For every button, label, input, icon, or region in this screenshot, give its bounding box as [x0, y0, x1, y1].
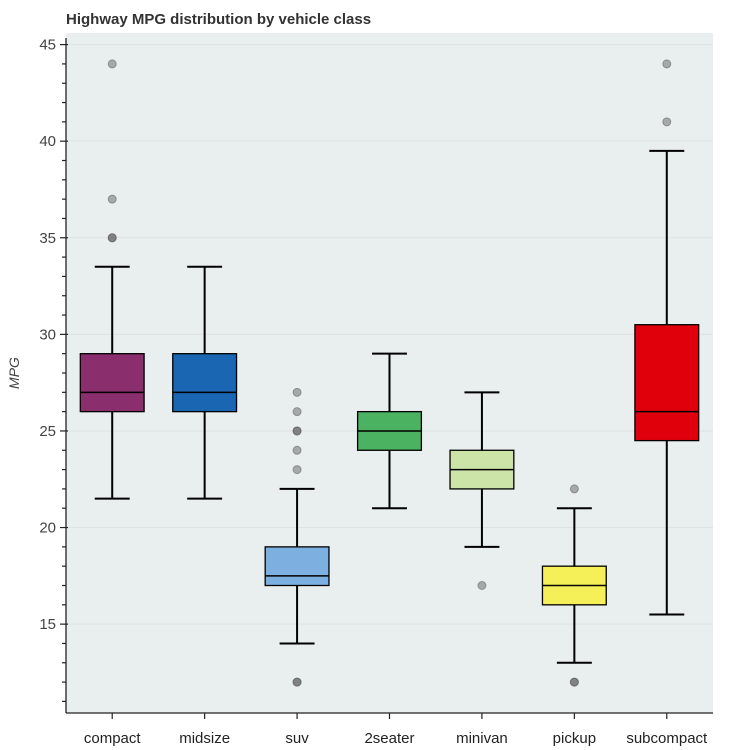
box-2seater [356, 352, 423, 510]
x-tick-label: suv [285, 730, 309, 747]
outlier-point [662, 59, 672, 69]
y-tick-label: 25 [39, 423, 56, 440]
y-tick-label: 45 [39, 37, 56, 54]
outlier-point [477, 581, 487, 590]
box-minivan [449, 391, 515, 590]
outlier-point [107, 233, 117, 243]
y-tick-label: 35 [39, 230, 56, 247]
box-pickup [541, 484, 607, 687]
outlier-point [107, 194, 117, 204]
outlier-point [292, 445, 302, 455]
outlier-point [107, 59, 117, 69]
box-compact [79, 59, 145, 500]
outlier-point [569, 677, 579, 687]
y-tick-label: 15 [39, 616, 56, 633]
x-tick-label: pickup [553, 730, 596, 747]
x-tick-label: 2seater [364, 730, 414, 747]
outlier-point [292, 426, 302, 436]
box-midsize [172, 265, 238, 500]
box-iqr [264, 546, 330, 587]
box-subcompact [634, 59, 700, 616]
y-axis-label: MPG [6, 357, 22, 389]
outlier-point [292, 387, 302, 397]
box-suv [264, 387, 330, 687]
outlier-point [292, 465, 302, 475]
outlier-point [292, 677, 302, 687]
y-tick-label: 30 [39, 326, 56, 343]
x-tick-label: midsize [179, 730, 230, 747]
y-tick-label: 20 [39, 520, 56, 537]
outlier-point [292, 407, 302, 417]
box-iqr [79, 353, 145, 413]
x-tick-label: subcompact [626, 730, 708, 747]
x-tick-label: minivan [456, 730, 508, 747]
chart-title: Highway MPG distribution by vehicle clas… [66, 11, 371, 28]
y-tick-label: 40 [39, 133, 56, 150]
box-iqr [634, 324, 700, 442]
outlier-point [662, 117, 672, 127]
x-tick-label: compact [84, 730, 142, 747]
outlier-point [569, 484, 579, 494]
box-iqr [172, 353, 238, 413]
